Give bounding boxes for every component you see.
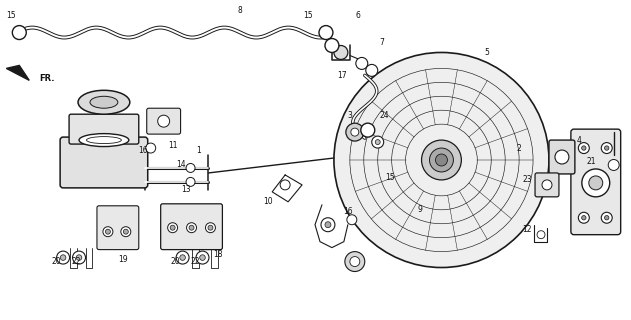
Circle shape xyxy=(325,38,339,52)
Circle shape xyxy=(146,143,156,153)
Text: 11: 11 xyxy=(168,140,177,149)
Circle shape xyxy=(589,176,603,190)
Circle shape xyxy=(372,136,384,148)
Text: 5: 5 xyxy=(485,48,490,57)
FancyBboxPatch shape xyxy=(69,114,139,144)
Circle shape xyxy=(346,123,364,141)
Circle shape xyxy=(199,255,205,260)
Circle shape xyxy=(579,143,589,154)
Polygon shape xyxy=(6,65,29,80)
Circle shape xyxy=(334,45,348,60)
Text: 16: 16 xyxy=(343,207,353,216)
Circle shape xyxy=(356,58,368,69)
Text: 9: 9 xyxy=(417,205,422,214)
Text: 8: 8 xyxy=(238,6,243,15)
Text: 17: 17 xyxy=(337,71,346,80)
Text: 22: 22 xyxy=(71,257,81,266)
Circle shape xyxy=(361,123,375,137)
Text: 20: 20 xyxy=(171,257,180,266)
Circle shape xyxy=(170,225,175,230)
Circle shape xyxy=(121,227,131,237)
Ellipse shape xyxy=(78,90,130,114)
Circle shape xyxy=(435,154,447,166)
Circle shape xyxy=(13,26,27,40)
Text: 6: 6 xyxy=(355,11,360,20)
Circle shape xyxy=(608,159,619,171)
Circle shape xyxy=(73,251,86,264)
Circle shape xyxy=(186,177,195,186)
Text: 24: 24 xyxy=(380,111,389,120)
Ellipse shape xyxy=(90,96,118,108)
FancyBboxPatch shape xyxy=(97,206,139,250)
Circle shape xyxy=(351,128,359,136)
Circle shape xyxy=(186,164,195,172)
FancyBboxPatch shape xyxy=(571,129,621,235)
Text: 19: 19 xyxy=(118,255,127,264)
FancyBboxPatch shape xyxy=(147,108,180,134)
Text: 16: 16 xyxy=(138,146,148,155)
Circle shape xyxy=(319,26,333,40)
Circle shape xyxy=(208,225,213,230)
FancyBboxPatch shape xyxy=(549,140,575,174)
Circle shape xyxy=(206,223,215,233)
FancyBboxPatch shape xyxy=(535,173,559,197)
Text: 22: 22 xyxy=(191,257,200,266)
Text: 15: 15 xyxy=(6,11,16,20)
Circle shape xyxy=(347,215,357,225)
Circle shape xyxy=(334,52,549,268)
Text: 12: 12 xyxy=(522,225,532,234)
Circle shape xyxy=(582,146,586,150)
Circle shape xyxy=(422,140,461,180)
Circle shape xyxy=(345,252,365,271)
Text: 23: 23 xyxy=(522,175,532,184)
Circle shape xyxy=(375,140,380,145)
Circle shape xyxy=(537,231,545,239)
Circle shape xyxy=(604,216,609,220)
Text: 2: 2 xyxy=(517,144,521,153)
Text: 10: 10 xyxy=(263,197,273,206)
Circle shape xyxy=(61,255,66,260)
Circle shape xyxy=(350,257,360,267)
Circle shape xyxy=(196,251,209,264)
Circle shape xyxy=(555,150,569,164)
Circle shape xyxy=(280,180,290,190)
Circle shape xyxy=(189,225,194,230)
Circle shape xyxy=(579,212,589,223)
Text: 14: 14 xyxy=(176,160,186,170)
Circle shape xyxy=(180,255,186,260)
Text: 3: 3 xyxy=(348,111,352,120)
Text: 21: 21 xyxy=(586,157,596,166)
Text: 4: 4 xyxy=(576,136,581,145)
Circle shape xyxy=(321,218,335,232)
Text: 15: 15 xyxy=(385,173,394,182)
Text: 20: 20 xyxy=(51,257,61,266)
Ellipse shape xyxy=(79,134,129,147)
Text: 7: 7 xyxy=(379,38,384,47)
Text: 15: 15 xyxy=(304,11,313,20)
Text: 18: 18 xyxy=(214,250,223,259)
Text: 13: 13 xyxy=(180,185,191,194)
Circle shape xyxy=(601,143,612,154)
Circle shape xyxy=(601,212,612,223)
Circle shape xyxy=(123,229,128,234)
Circle shape xyxy=(604,146,609,150)
Circle shape xyxy=(176,251,189,264)
Circle shape xyxy=(103,227,113,237)
Circle shape xyxy=(158,115,170,127)
Circle shape xyxy=(76,255,82,260)
Circle shape xyxy=(582,216,586,220)
Circle shape xyxy=(168,223,177,233)
Circle shape xyxy=(325,222,331,228)
FancyBboxPatch shape xyxy=(60,137,148,188)
Text: 1: 1 xyxy=(196,146,201,155)
Circle shape xyxy=(105,229,110,234)
FancyBboxPatch shape xyxy=(161,204,222,250)
Circle shape xyxy=(187,223,196,233)
Text: FR.: FR. xyxy=(39,74,55,83)
Circle shape xyxy=(542,180,552,190)
Circle shape xyxy=(430,148,454,172)
Circle shape xyxy=(57,251,69,264)
Circle shape xyxy=(366,64,378,76)
Circle shape xyxy=(582,169,610,197)
